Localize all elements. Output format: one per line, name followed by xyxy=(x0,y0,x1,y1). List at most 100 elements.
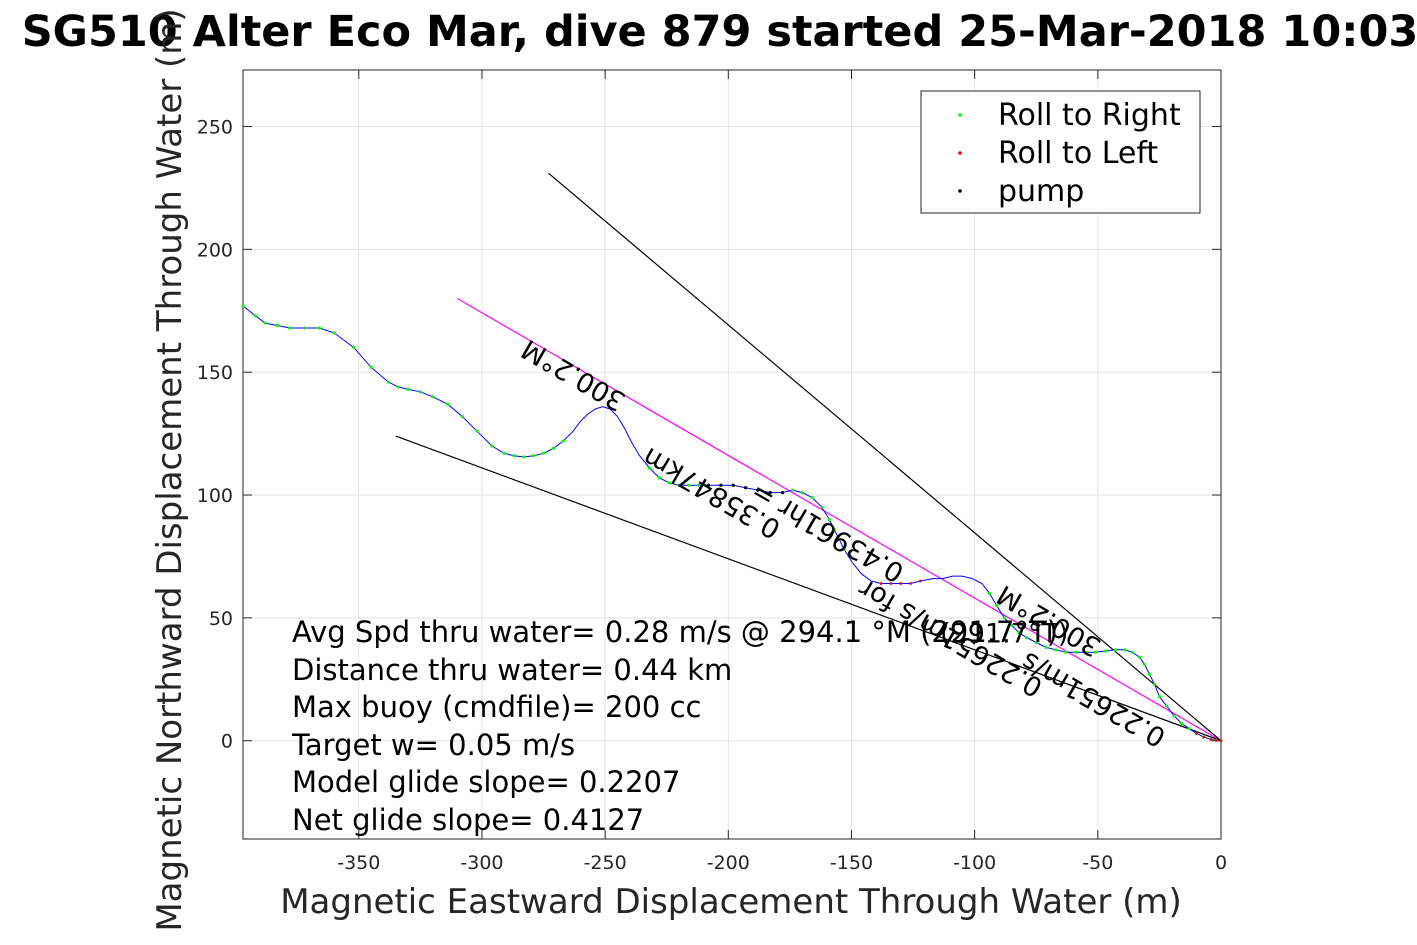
track-point-roll-right xyxy=(1143,662,1147,667)
track-point-roll-right xyxy=(1179,721,1184,726)
track-point-roll-right xyxy=(1165,704,1169,708)
legend: Roll to Right Roll to Left pump xyxy=(920,90,1201,214)
rotated-label-0: 300.2°M xyxy=(517,333,631,417)
track-line xyxy=(242,305,1222,742)
annotation-target-w: Target w= 0.05 m/s xyxy=(291,728,575,762)
track-point-roll-right xyxy=(352,346,356,350)
track-point-roll-left xyxy=(909,582,913,585)
track-point-roll-right xyxy=(800,490,804,495)
track-point-roll-right xyxy=(532,454,536,458)
annotation-model-glide: Model glide slope= 0.2207 xyxy=(292,765,680,799)
track-point-roll-right xyxy=(657,476,661,480)
track-point-roll-right xyxy=(1034,640,1038,645)
y-tick-label: 100 xyxy=(197,485,233,507)
y-tick-label: 0 xyxy=(221,731,233,753)
track-point-roll-right xyxy=(522,455,526,459)
track-points xyxy=(241,304,1223,743)
track-point-roll-right xyxy=(832,527,836,532)
track-point-roll-right xyxy=(1074,650,1078,654)
track-point-roll-right xyxy=(1064,650,1068,654)
track-point-pump xyxy=(731,483,735,487)
track-point-roll-right xyxy=(317,326,321,330)
track-point-roll-right xyxy=(253,314,257,318)
legend-label-pump: pump xyxy=(998,174,1084,209)
chart-title: SG510 Alter Eco Mar, dive 879 started 25… xyxy=(22,7,1417,57)
track-point-roll-right xyxy=(1024,635,1028,640)
y-tick-label: 250 xyxy=(197,117,233,139)
track-point-roll-right xyxy=(460,414,464,419)
track-point-roll-right xyxy=(502,451,506,455)
track-point-roll-left xyxy=(1214,738,1218,742)
track-point-roll-right xyxy=(810,495,814,500)
track-point-roll-left xyxy=(1209,738,1213,741)
track-point-roll-left xyxy=(889,582,893,585)
y-axis-label: Magnetic Northward Displacement Through … xyxy=(150,8,190,931)
y-tick-label: 150 xyxy=(197,362,233,384)
track-point-roll-right xyxy=(1123,648,1127,652)
track-point-pump xyxy=(719,483,723,487)
annotation-distance: Distance thru water= 0.44 km xyxy=(292,653,732,687)
track-point-roll-right xyxy=(1187,726,1191,731)
track-point-roll-right xyxy=(1152,682,1157,686)
x-tick-label: -50 xyxy=(1082,852,1113,874)
track-point-roll-right xyxy=(667,481,671,485)
track-point-roll-right xyxy=(418,390,422,394)
glider-track xyxy=(242,305,1222,742)
legend-label-roll-left: Roll to Left xyxy=(998,136,1158,171)
y-tick-label: 200 xyxy=(197,239,233,261)
track-point-roll-left xyxy=(899,582,903,585)
x-tick-label: -150 xyxy=(830,852,873,874)
track-point-roll-right xyxy=(1044,645,1048,649)
track-point-roll-right xyxy=(396,385,400,389)
legend-label-roll-right: Roll to Right xyxy=(998,98,1181,133)
track-point-pump xyxy=(743,486,748,490)
legend-box xyxy=(920,90,1201,214)
x-tick-label: 0 xyxy=(1215,852,1227,874)
track-point-roll-right xyxy=(431,395,435,399)
track-point-roll-right xyxy=(1172,714,1176,718)
track-point-roll-right xyxy=(687,483,691,487)
track-point-roll-right xyxy=(1002,616,1006,620)
track-point-roll-right xyxy=(1083,650,1088,654)
track-point-roll-right xyxy=(512,454,516,458)
reference-line-envelope-upper xyxy=(548,172,1222,742)
track-point-roll-right xyxy=(445,402,450,406)
reference-line-envelope-lower xyxy=(395,435,1222,742)
track-point-roll-right xyxy=(1130,650,1134,654)
reference-lines xyxy=(395,172,1222,742)
track-point-roll-right xyxy=(1147,672,1152,676)
track-point-pump xyxy=(706,483,711,487)
track-point-roll-right xyxy=(827,518,831,522)
x-tick-label: -200 xyxy=(707,852,750,874)
annotation-block: Avg Spd thru water= 0.28 m/s @ 294.1 °M … xyxy=(291,615,1058,837)
track-point-roll-right xyxy=(837,537,841,541)
x-axis-label: Magnetic Eastward Displacement Through W… xyxy=(280,882,1182,922)
track-point-roll-right xyxy=(995,603,999,608)
track-point-roll-right xyxy=(1093,650,1097,654)
track-point-roll-left xyxy=(879,582,883,585)
track-point-roll-right xyxy=(275,323,280,328)
track-point-roll-right xyxy=(475,429,479,433)
track-point-roll-right xyxy=(406,387,410,391)
track-point-roll-right xyxy=(541,451,546,455)
track-point-roll-right xyxy=(386,380,390,384)
track-point-roll-right xyxy=(1138,655,1142,659)
track-point-roll-right xyxy=(1157,694,1162,699)
track-point-roll-right xyxy=(241,304,245,308)
x-tick-label: -100 xyxy=(953,852,996,874)
rotated-label-6: (291.7°T) xyxy=(940,619,1068,650)
track-point-roll-right xyxy=(842,547,846,551)
x-tick-label: -350 xyxy=(337,852,380,874)
legend-marker-roll-left xyxy=(958,151,962,155)
ticks: -350 -300 -250 -200 -150 -100 -50 0 0 50 100 150 200… xyxy=(197,70,1227,874)
track-point-pump xyxy=(768,490,772,495)
track-point-roll-right xyxy=(288,326,292,330)
track-point-roll-right xyxy=(561,439,565,443)
axes-box xyxy=(242,69,1222,840)
track-point-roll-right xyxy=(697,483,701,487)
track-point-roll-left xyxy=(1202,735,1206,739)
track-point-pump xyxy=(756,488,760,492)
annotation-max-buoy: Max buoy (cmdfile)= 200 cc xyxy=(292,690,701,724)
track-point-roll-right xyxy=(820,505,824,509)
